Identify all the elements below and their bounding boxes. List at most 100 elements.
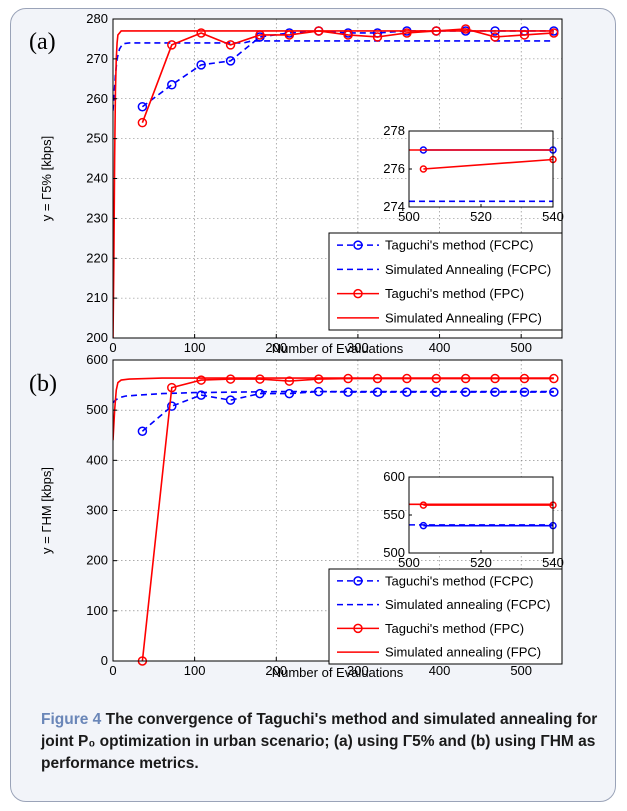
- y-tick-label: 400: [86, 452, 108, 467]
- legend-marker: [353, 576, 363, 586]
- legend-entry: Taguchi's method (FCPC): [385, 238, 533, 253]
- panel-a: 0 100 200 300 400 500 200 210 220 230 240 250 260 270…: [29, 11, 564, 356]
- y-tick-label: 300: [86, 503, 108, 518]
- y-tick-label: 600: [86, 352, 108, 367]
- inset-x-tick-label: 540: [542, 209, 564, 224]
- y-axis-label: y = Γ5% [kbps]: [39, 136, 54, 222]
- inset-x-tick-label: 500: [398, 555, 420, 570]
- x-tick-label: 400: [429, 663, 451, 678]
- series-2-point: [284, 376, 295, 386]
- y-tick-label: 200: [86, 553, 108, 568]
- x-tick-label: 500: [510, 663, 532, 678]
- legend-entry: Taguchi's method (FPC): [385, 286, 524, 301]
- x-tick-label: 500: [510, 340, 532, 355]
- legend-box: [328, 568, 563, 665]
- y-tick-label: 280: [86, 11, 108, 26]
- series-0-point: [255, 388, 265, 399]
- series-2-line: [141, 28, 554, 123]
- series-2-point: [196, 375, 206, 385]
- figure-caption: Figure 4 The convergence of Taguchi's me…: [41, 709, 611, 775]
- legend-marker: [353, 623, 363, 634]
- y-tick-label: 230: [86, 210, 108, 225]
- series-2-point: [490, 32, 500, 42]
- y-tick-label: 260: [86, 91, 108, 106]
- inset-area: [409, 477, 553, 553]
- x-axis-label: Number of Evaluations: [272, 341, 404, 356]
- x-axis-label: Number of Evaluations: [272, 665, 404, 680]
- series-2-point: [372, 32, 383, 42]
- figure-label: Figure 4: [41, 711, 102, 728]
- inset-x-tick-label: 520: [470, 209, 492, 224]
- legend-entry: Simulated annealing (FCPC): [385, 597, 550, 612]
- legend-marker: [353, 240, 363, 250]
- series-0-point: [137, 101, 148, 112]
- series-0-point: [225, 395, 236, 405]
- y-tick-label: 500: [86, 402, 108, 417]
- series-0-point: [519, 387, 530, 397]
- x-tick-label: 0: [109, 340, 116, 355]
- panel-b: 0 100 200 300 400 500 0 100 200 300 400 500 600 (b) Nu…: [29, 352, 564, 680]
- legend-entry: Taguchi's method (FPC): [385, 621, 524, 636]
- legend-entry: Taguchi's method (FCPC): [385, 573, 533, 588]
- series-0-point: [137, 426, 148, 436]
- x-tick-label: 300: [347, 340, 369, 355]
- legend: Taguchi's method (FCPC) Simulated anneali…: [328, 568, 563, 665]
- y-tick-label: 240: [86, 171, 108, 186]
- x-tick-label: 300: [347, 663, 369, 678]
- y-tick-label: 200: [86, 330, 108, 345]
- inset-x-tick-label: 540: [542, 555, 564, 570]
- series-1-line: [113, 40, 554, 111]
- y-tick-label: 210: [86, 290, 108, 305]
- series-0-point: [167, 401, 177, 411]
- series-2-point: [255, 374, 265, 384]
- y-tick-label: 100: [86, 603, 108, 618]
- inset-x-tick-label: 500: [398, 209, 420, 224]
- series-2-point: [225, 40, 236, 50]
- inset-y-tick-label: 500: [383, 545, 405, 560]
- inset-series-2-point: [419, 165, 428, 173]
- x-tick-label: 200: [265, 663, 287, 678]
- panel-label: (a): [29, 29, 56, 55]
- x-tick-label: 0: [109, 663, 116, 678]
- series-2-point: [402, 28, 412, 38]
- inset-series-2-line: [423, 158, 554, 170]
- inset-y-tick-label: 278: [383, 123, 405, 138]
- series-2-point: [313, 374, 324, 384]
- y-tick-label: 220: [86, 250, 108, 265]
- series-0-point: [167, 80, 177, 90]
- series-2-point: [460, 24, 471, 34]
- inset-chart: 500 520 540 500 550 600: [383, 469, 564, 570]
- inset-y-tick-label: 550: [383, 507, 405, 522]
- inset-chart: 500 520 540 274 276 278: [383, 123, 564, 224]
- series-2-point: [549, 28, 559, 38]
- series-1-line: [113, 390, 554, 404]
- caption-text: The convergence of Taguchi's method and …: [41, 711, 598, 772]
- x-tick-label: 200: [265, 340, 287, 355]
- y-tick-label: 270: [86, 51, 108, 66]
- legend-box: [328, 232, 563, 331]
- series-3-line: [113, 30, 554, 338]
- x-tick-label: 400: [429, 340, 451, 355]
- series-3-line: [113, 377, 554, 441]
- series-0-point: [284, 388, 295, 399]
- series-2-point: [137, 117, 148, 128]
- legend-marker: [353, 288, 363, 299]
- figure-frame: 0 100 200 300 400 500 200 210 220 230 240 250 260 270…: [10, 8, 616, 802]
- series-0-point: [549, 387, 559, 397]
- series-2-point: [225, 374, 236, 384]
- x-tick-label: 100: [184, 663, 206, 678]
- inset-y-tick-label: 274: [383, 199, 405, 214]
- series-0-point: [225, 56, 236, 66]
- y-tick-label: 0: [101, 653, 108, 668]
- legend: Taguchi's method (FCPC) Simulated Anneali…: [328, 232, 563, 331]
- series-2-point: [167, 382, 177, 393]
- y-tick-label: 250: [86, 131, 108, 146]
- series-0-point: [196, 60, 206, 70]
- inset-x-tick-label: 520: [470, 555, 492, 570]
- inset-y-tick-label: 276: [383, 161, 405, 176]
- series-2-point: [167, 40, 177, 50]
- legend-entry: Simulated annealing (FPC): [385, 645, 541, 660]
- inset-y-tick-label: 600: [383, 469, 405, 484]
- legend-entry: Simulated Annealing (FPC): [385, 310, 542, 325]
- series-0-point: [196, 390, 206, 400]
